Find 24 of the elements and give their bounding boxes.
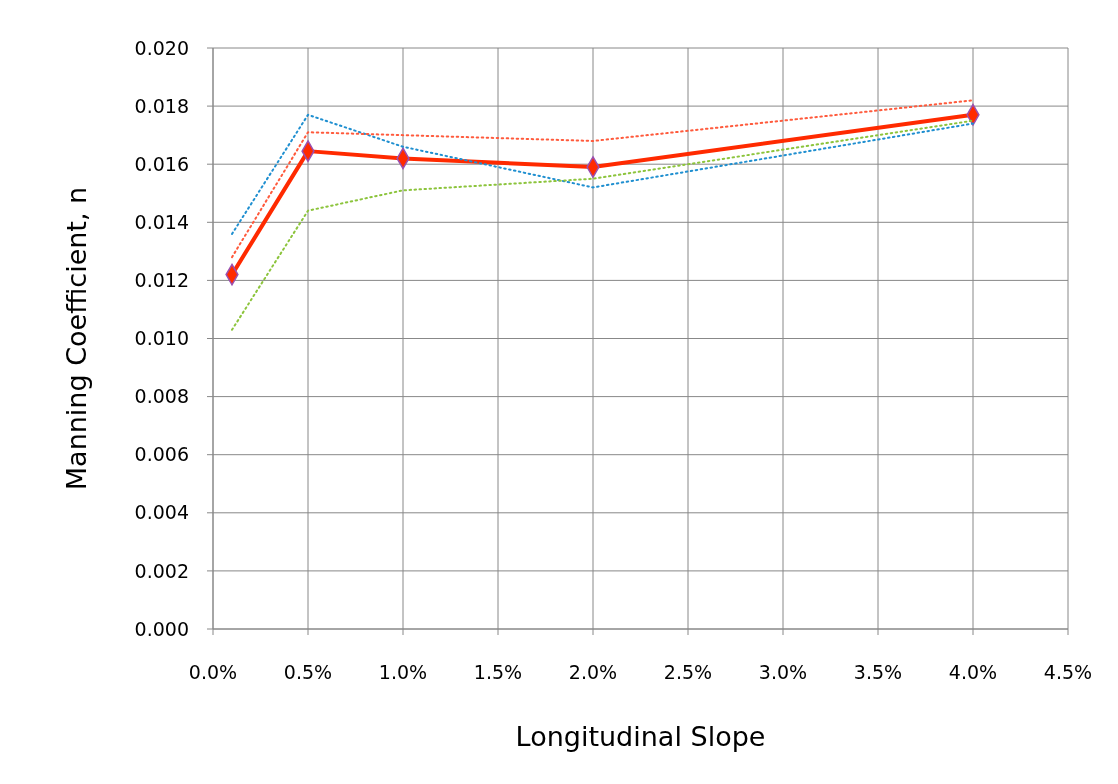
y-tick-label: 0.014	[134, 210, 189, 233]
y-tick-label: 0.004	[134, 501, 189, 524]
x-tick-label: 4.0%	[948, 661, 998, 683]
x-tick-label: 1.5%	[473, 661, 523, 683]
y-tick-label: 0.000	[134, 617, 189, 640]
x-tick-label: 0.0%	[188, 661, 238, 683]
y-axis-title: Manning Coefficient, n	[61, 186, 92, 491]
y-tick-label: 0.016	[134, 152, 189, 175]
line-series	[231, 99, 974, 259]
x-tick-label: 2.0%	[568, 661, 618, 683]
y-tick-label: 0.002	[134, 559, 189, 582]
x-tick-label: 3.0%	[758, 661, 808, 683]
x-tick-label: 1.0%	[378, 661, 428, 683]
x-tick-label: 3.5%	[853, 661, 903, 683]
x-tick-label: 2.5%	[663, 661, 713, 683]
y-tick-label: 0.010	[134, 327, 189, 350]
x-tick-label: 4.5%	[1043, 661, 1093, 683]
y-tick-label: 0.006	[134, 443, 189, 466]
y-tick-label: 0.018	[134, 94, 189, 117]
y-tick-label: 0.020	[134, 36, 189, 59]
x-axis-title: Longitudinal Slope	[515, 721, 766, 752]
y-tick-label: 0.008	[134, 385, 189, 408]
x-tick-label: 0.5%	[283, 661, 333, 683]
y-tick-label: 0.012	[134, 269, 189, 292]
